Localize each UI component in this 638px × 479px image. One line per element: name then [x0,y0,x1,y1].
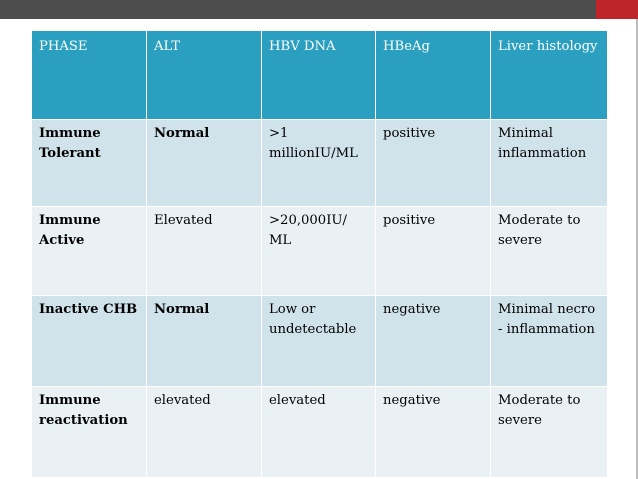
cell-hbeag: negative [375,386,491,478]
cell-hbv-dna: >20,000IU/ ML [261,206,376,296]
cell-histology: Minimal necro - inflammation [490,295,608,387]
cell-hbeag: positive [375,206,491,296]
table-row: Immune reactivation elevated elevated ne… [31,386,608,478]
cell-phase: Immune reactivation [31,386,147,478]
header-hbv-dna: HBV DNA [261,30,376,120]
cell-alt: Normal [146,119,262,207]
cell-histology: Moderate to severe [490,386,608,478]
cell-hbv-dna: elevated [261,386,376,478]
cell-histology: Minimal inflammation [490,119,608,207]
cell-hbv-dna: >1 millionIU/ML [261,119,376,207]
cell-hbeag: positive [375,119,491,207]
cell-histology: Moderate to severe [490,206,608,296]
header-hbeag: HBeAg [375,30,491,120]
header-liver-histology: Liver histology [490,30,608,120]
table-row: Immune Active Elevated >20,000IU/ ML pos… [31,206,608,296]
hbv-phases-table: PHASE ALT HBV DNA HBeAg Liver histology … [31,30,608,478]
header-alt: ALT [146,30,262,120]
cell-phase: Inactive CHB [31,295,147,387]
cell-hbeag: negative [375,295,491,387]
header-phase: PHASE [31,30,147,120]
table-row: Immune Tolerant Normal >1 millionIU/ML p… [31,119,608,207]
cell-phase: Immune Active [31,206,147,296]
cell-alt: Elevated [146,206,262,296]
cell-hbv-dna: Low or undetectable [261,295,376,387]
table-row: Inactive CHB Normal Low or undetectable … [31,295,608,387]
slide-edge [636,19,638,479]
top-bar [0,0,638,19]
cell-phase: Immune Tolerant [31,119,147,207]
cell-alt: Normal [146,295,262,387]
cell-alt: elevated [146,386,262,478]
top-bar-accent [596,0,638,19]
header-row: PHASE ALT HBV DNA HBeAg Liver histology [31,30,608,120]
